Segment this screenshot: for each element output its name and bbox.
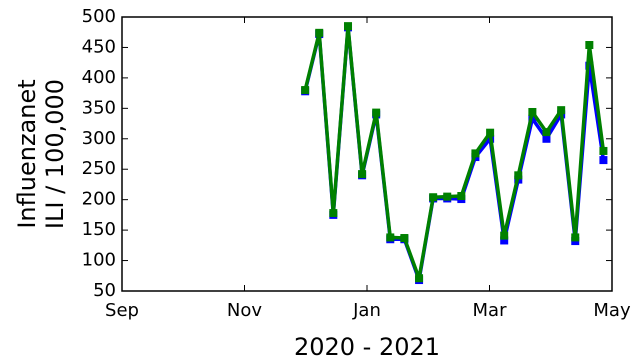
x-tick-label: May	[593, 300, 631, 321]
marker	[400, 234, 409, 243]
marker	[372, 108, 381, 117]
y-tick-label: 500	[82, 6, 116, 27]
marker	[344, 22, 353, 31]
marker	[542, 134, 551, 143]
y-tick-label: 400	[82, 67, 116, 88]
y-tick-label: 450	[82, 36, 116, 57]
y-tick-label: 350	[82, 97, 116, 118]
marker	[443, 192, 452, 201]
marker	[585, 41, 594, 50]
x-tick-label: Sep	[105, 300, 139, 321]
y-tick-label: 200	[82, 189, 116, 210]
marker	[528, 107, 537, 116]
x-axis-label: 2020 - 2021	[294, 333, 440, 361]
marker	[429, 193, 438, 202]
marker	[471, 149, 480, 158]
marker	[329, 209, 338, 218]
series-line	[303, 24, 606, 280]
y-tick-label: 150	[82, 219, 116, 240]
y-tick-label: 250	[82, 158, 116, 179]
marker	[486, 128, 495, 137]
marker	[599, 146, 608, 155]
series-line	[303, 25, 606, 282]
y-axis-label: Influenzanet	[13, 79, 41, 228]
marker	[500, 231, 509, 240]
x-tick-label: Nov	[227, 300, 262, 321]
x-tick-label: Mar	[473, 300, 508, 321]
x-tick-label: Jan	[352, 300, 381, 321]
marker	[415, 274, 424, 283]
marker	[386, 233, 395, 242]
y-tick-label: 50	[93, 280, 116, 301]
marker	[514, 171, 523, 180]
y-tick-label: 100	[82, 250, 116, 271]
marker	[358, 170, 367, 179]
marker	[542, 128, 551, 137]
y-tick-label: 300	[82, 128, 116, 149]
marker	[571, 233, 580, 242]
marker	[557, 106, 566, 115]
marker	[315, 28, 324, 37]
marker	[301, 86, 310, 95]
marker	[457, 192, 466, 201]
y-axis-label: ILI / 100,000	[41, 79, 69, 229]
marker	[599, 156, 608, 165]
marker	[500, 236, 509, 245]
